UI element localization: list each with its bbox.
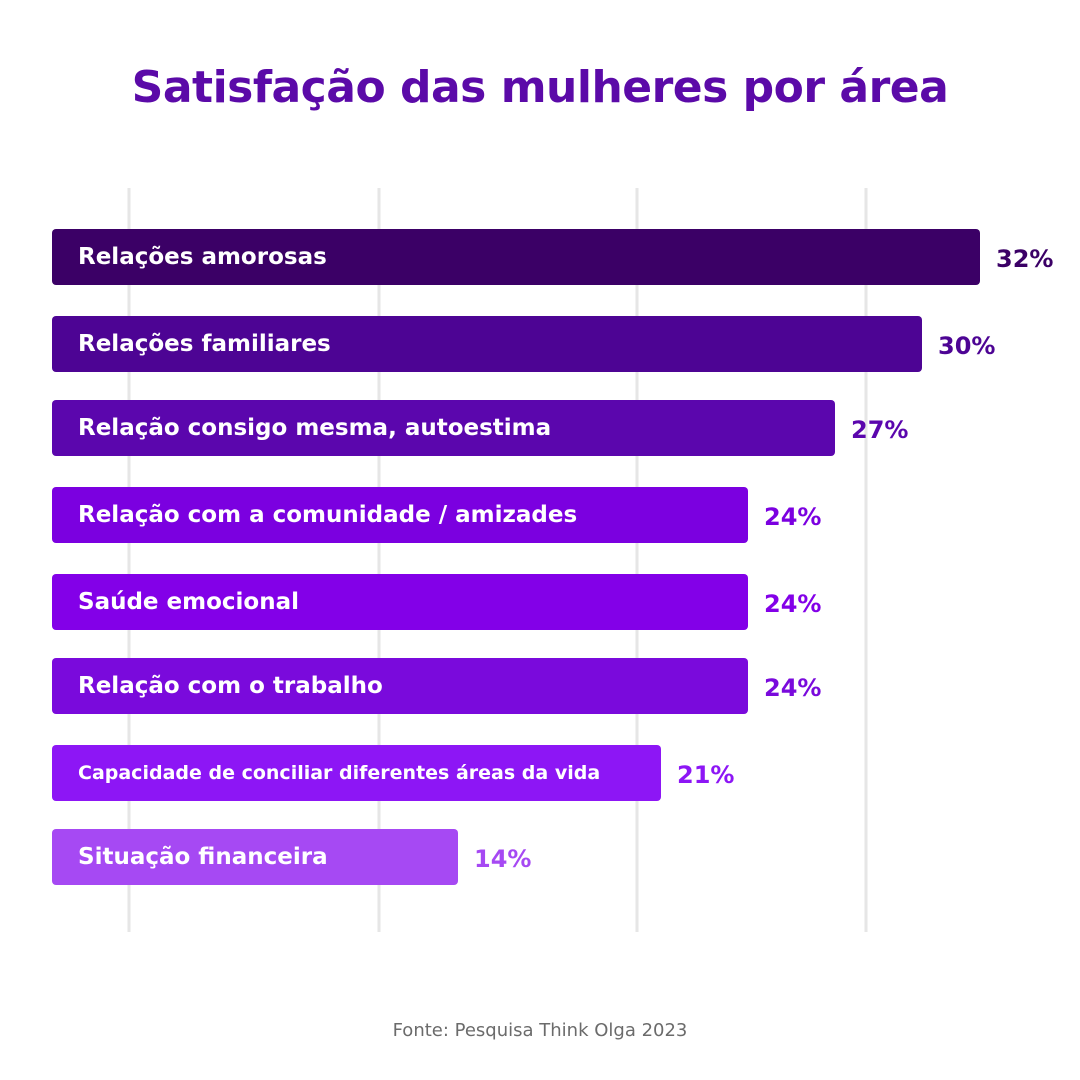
bar-category-label-4: Relação com a comunidade / amizades xyxy=(78,502,577,528)
bar-category-label-7: Capacidade de conciliar diferentes áreas… xyxy=(78,762,600,784)
source-note: Fonte: Pesquisa Think Olga 2023 xyxy=(392,1020,688,1041)
bar-category-label-6: Relação com o trabalho xyxy=(78,673,383,699)
bar-2 xyxy=(52,316,922,372)
bar-5 xyxy=(52,574,748,630)
bar-4 xyxy=(52,487,748,543)
bar-8 xyxy=(52,829,458,885)
chart-title: Satisfação das mulheres por área xyxy=(131,62,949,113)
bar-value-label-8: 14% xyxy=(474,845,531,873)
bar-value-label-4: 24% xyxy=(764,503,821,531)
bar-category-label-2: Relações familiares xyxy=(78,331,331,357)
bar-value-label-5: 24% xyxy=(764,590,821,618)
bar-category-label-1: Relações amorosas xyxy=(78,244,327,270)
bar-category-label-3: Relação consigo mesma, autoestima xyxy=(78,415,551,441)
bar-3 xyxy=(52,400,835,456)
bar-7 xyxy=(52,745,661,801)
gridlines xyxy=(127,188,868,932)
bar-1 xyxy=(52,229,980,285)
bar-value-label-7: 21% xyxy=(677,761,734,789)
bar-value-label-6: 24% xyxy=(764,674,821,702)
bar-category-label-8: Situação financeira xyxy=(78,844,328,870)
bar-6 xyxy=(52,658,748,714)
bar-value-label-3: 27% xyxy=(851,416,908,444)
bar-value-label-1: 32% xyxy=(996,245,1053,273)
bar-value-label-2: 30% xyxy=(938,332,995,360)
bars: Relações amorosas 32% Relações familiares 3… xyxy=(52,229,1053,885)
bar-category-label-5: Saúde emocional xyxy=(78,589,299,615)
